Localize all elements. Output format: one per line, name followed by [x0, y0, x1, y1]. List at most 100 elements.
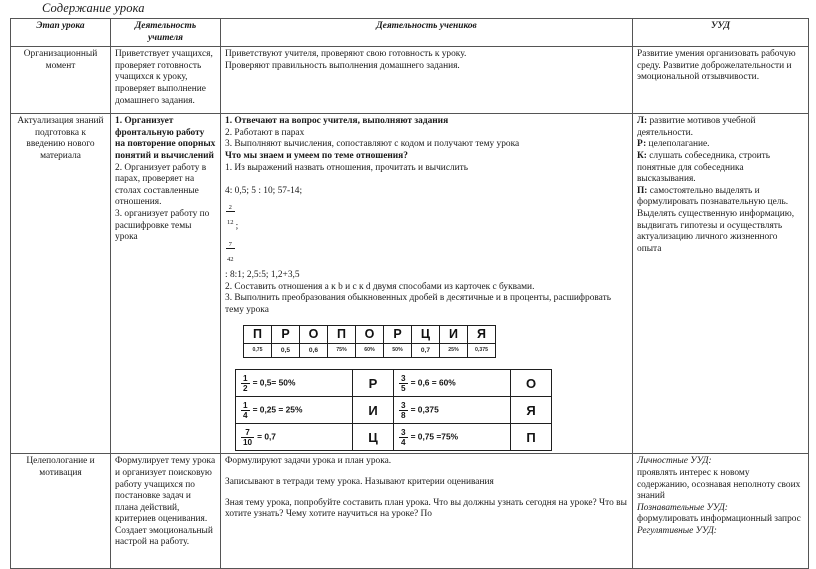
fraction-value: = 0,5= 50%: [252, 377, 296, 388]
fraction-expression: 3 5 = 0,6 = 60%: [393, 369, 511, 398]
cell-stage: Актуализация знаний подготовка к введени…: [10, 113, 111, 455]
fraction-3-8: 3 8: [399, 400, 408, 420]
uud-value: слушать собеседника, строить понятные дл…: [637, 150, 771, 185]
column-header-uud: УУД: [632, 17, 809, 48]
decoded-letter: Р: [352, 369, 394, 398]
cell-pupil-activity: Приветствуют учителя, проверяют свою гот…: [220, 46, 633, 115]
lesson-plan-table: Этап урока Деятельность учителя Деятельн…: [10, 17, 809, 569]
code-value: 0,5: [271, 343, 300, 359]
pupil-item-5: 2. Составить отношения а к b и с к d дву…: [225, 281, 535, 292]
code-letter: П: [327, 325, 356, 345]
uud-value: целеполагание.: [646, 139, 710, 150]
code-value: 0,7: [411, 343, 440, 359]
cell-teacher-activity: Приветствует учащихся, проверяет готовно…: [110, 46, 221, 115]
code-letter: П: [243, 325, 272, 345]
uud-label: П:: [637, 185, 648, 196]
fraction-1-4: 1 4: [241, 400, 250, 420]
fraction-expression: 7 10 = 0,7: [235, 423, 353, 452]
fraction-value: = 0,7: [257, 431, 276, 442]
table-header-row: Этап урока Деятельность учителя Деятельн…: [10, 17, 809, 48]
code-letter: Р: [383, 325, 412, 345]
fraction-expression: 1 4 = 0,25 = 25%: [235, 396, 353, 425]
cell-uud: Личностные УУД: проявлять интерес к ново…: [632, 453, 809, 569]
pupil-paragraph-3: Зная тему урока, попробуйте составить пл…: [225, 497, 627, 520]
code-letter: Я: [467, 325, 496, 345]
fraction-expression: 1 2 = 0,5= 50%: [235, 369, 353, 398]
pupil-paragraph-2: Записывают в тетради тему урока. Называю…: [225, 476, 494, 487]
pupil-item-3: 3. Выполняют вычисления, сопоставляют с …: [225, 139, 520, 150]
decoded-letter: Ц: [352, 423, 394, 452]
teacher-text: Приветствует учащихся, проверяет готовно…: [115, 49, 213, 106]
code-value: 0,6: [299, 343, 328, 359]
teacher-item-2: 2. Организует работу в парах, проверяет …: [115, 162, 207, 208]
code-letter: Р: [271, 325, 300, 345]
pupil-paragraph-1: Формулируют задачи урока и план урока.: [225, 456, 392, 467]
table-row: 1 2 = 0,5= 50% Р 3 5 = 0,6 = 60%: [235, 369, 552, 398]
code-value: 0,375: [467, 343, 496, 359]
code-grid-values-row: 0,75 0,5 0,6 75% 60% 50% 0,7 25% 0,375: [243, 343, 496, 359]
fraction-expression: 3 4 = 0,75 =75%: [393, 423, 511, 452]
cell-uud: Развитие умения организовать рабочую сре…: [632, 46, 809, 115]
code-grid-letters-row: П Р О П О Р Ц И Я: [243, 325, 496, 345]
uud-item: П: самостоятельно выделять и формулирова…: [637, 186, 804, 256]
fraction-value: = 0,375: [410, 404, 439, 415]
column-header-stage: Этап урока: [10, 17, 111, 48]
uud-label: Л:: [637, 116, 648, 127]
code-letter: И: [439, 325, 468, 345]
fraction-expression: 3 8 = 0,375: [393, 396, 511, 425]
pupil-text: Приветствуют учителя, проверяют свою гот…: [225, 49, 467, 71]
code-value: 60%: [355, 343, 384, 359]
decoded-letter: Я: [510, 396, 552, 425]
column-header-teacher-activity: Деятельность учителя: [110, 17, 221, 48]
cell-uud: Л: развитие мотивов учебной деятельности…: [632, 113, 809, 455]
pupil-item-4: 1. Из выражений назвать отношения, прочи…: [225, 162, 469, 173]
code-letter: Ц: [411, 325, 440, 345]
uud-value: проявлять интерес к новому содержанию, о…: [637, 467, 801, 502]
decoded-letter: П: [510, 423, 552, 452]
fraction-3-4: 3 4: [399, 427, 408, 447]
fraction-decode-table: 1 2 = 0,5= 50% Р 3 5 = 0,6 = 60%: [235, 369, 552, 452]
cell-stage: Целепологание и мотивация: [10, 453, 111, 569]
uud-label: Личностные УУД:: [637, 456, 712, 467]
fraction-3-5: 3 5: [399, 373, 408, 393]
fraction-value: = 0,75 =75%: [410, 431, 459, 442]
table-row: 1 4 = 0,25 = 25% И 3 8 = 0,375: [235, 396, 552, 425]
uud-value: развитие мотивов учебной деятельности.: [637, 116, 756, 138]
code-grid-wrapper: П Р О П О Р Ц И Я 0,75: [243, 325, 628, 359]
uud-label: Регулятивные УУД:: [637, 525, 717, 536]
pupil-math-expression-line: 4: 0,5; 5 : 10; 57-14; 2 12 ; 7 42 : 8:1…: [225, 174, 628, 281]
cell-stage: Организационный момент: [10, 46, 111, 115]
spacer: [225, 489, 628, 498]
code-value: 75%: [327, 343, 356, 359]
uud-label: К:: [637, 150, 647, 161]
uud-label: Познавательные УУД:: [637, 502, 728, 513]
teacher-text: Формулирует тему урока и организует поис…: [115, 456, 216, 548]
table-row: Организационный момент Приветствует учащ…: [10, 46, 809, 115]
teacher-item-3: 3. организует работу по расшифровке темы…: [115, 208, 210, 243]
pupil-item-1: 1. Отвечают на вопрос учителя, выполняют…: [225, 116, 449, 127]
code-value: 50%: [383, 343, 412, 359]
uud-item: К: слушать собеседника, строить понятные…: [637, 151, 804, 186]
uud-label: Р:: [637, 139, 647, 150]
uud-text: Развитие умения организовать рабочую сре…: [637, 49, 796, 83]
uud-item: Л: развитие мотивов учебной деятельности…: [637, 116, 804, 139]
page-title: Содержание урока: [42, 1, 145, 15]
cell-teacher-activity: Формулирует тему урока и организует поис…: [110, 453, 221, 569]
code-value: 25%: [439, 343, 468, 359]
uud-item: Р: целеполагание.: [637, 139, 804, 151]
fraction-2-12: 2 12: [226, 204, 235, 227]
fraction-1-2: 1 2: [241, 373, 250, 393]
proporcia-code-grid: П Р О П О Р Ц И Я 0,75: [243, 325, 496, 359]
teacher-item-1: 1. Организует фронтальную работу на повт…: [115, 116, 216, 161]
cell-pupil-activity: Формулируют задачи урока и план урока. З…: [220, 453, 633, 569]
decoded-letter: О: [510, 369, 552, 398]
table-row: Актуализация знаний подготовка к введени…: [10, 113, 809, 455]
code-letter: О: [299, 325, 328, 345]
pupil-item-6: 3. Выполнить преобразования обыкновенных…: [225, 293, 611, 315]
fraction-value: = 0,25 = 25%: [252, 404, 303, 415]
column-header-pupil-activity: Деятельность учеников: [220, 17, 633, 48]
document-page: Содержание урока Этап урока Деятельность…: [10, 1, 809, 569]
spacer: [225, 468, 628, 477]
uud-value: самостоятельно выделять и формулировать …: [637, 185, 795, 254]
cell-pupil-activity: 1. Отвечают на вопрос учителя, выполняют…: [220, 113, 633, 455]
